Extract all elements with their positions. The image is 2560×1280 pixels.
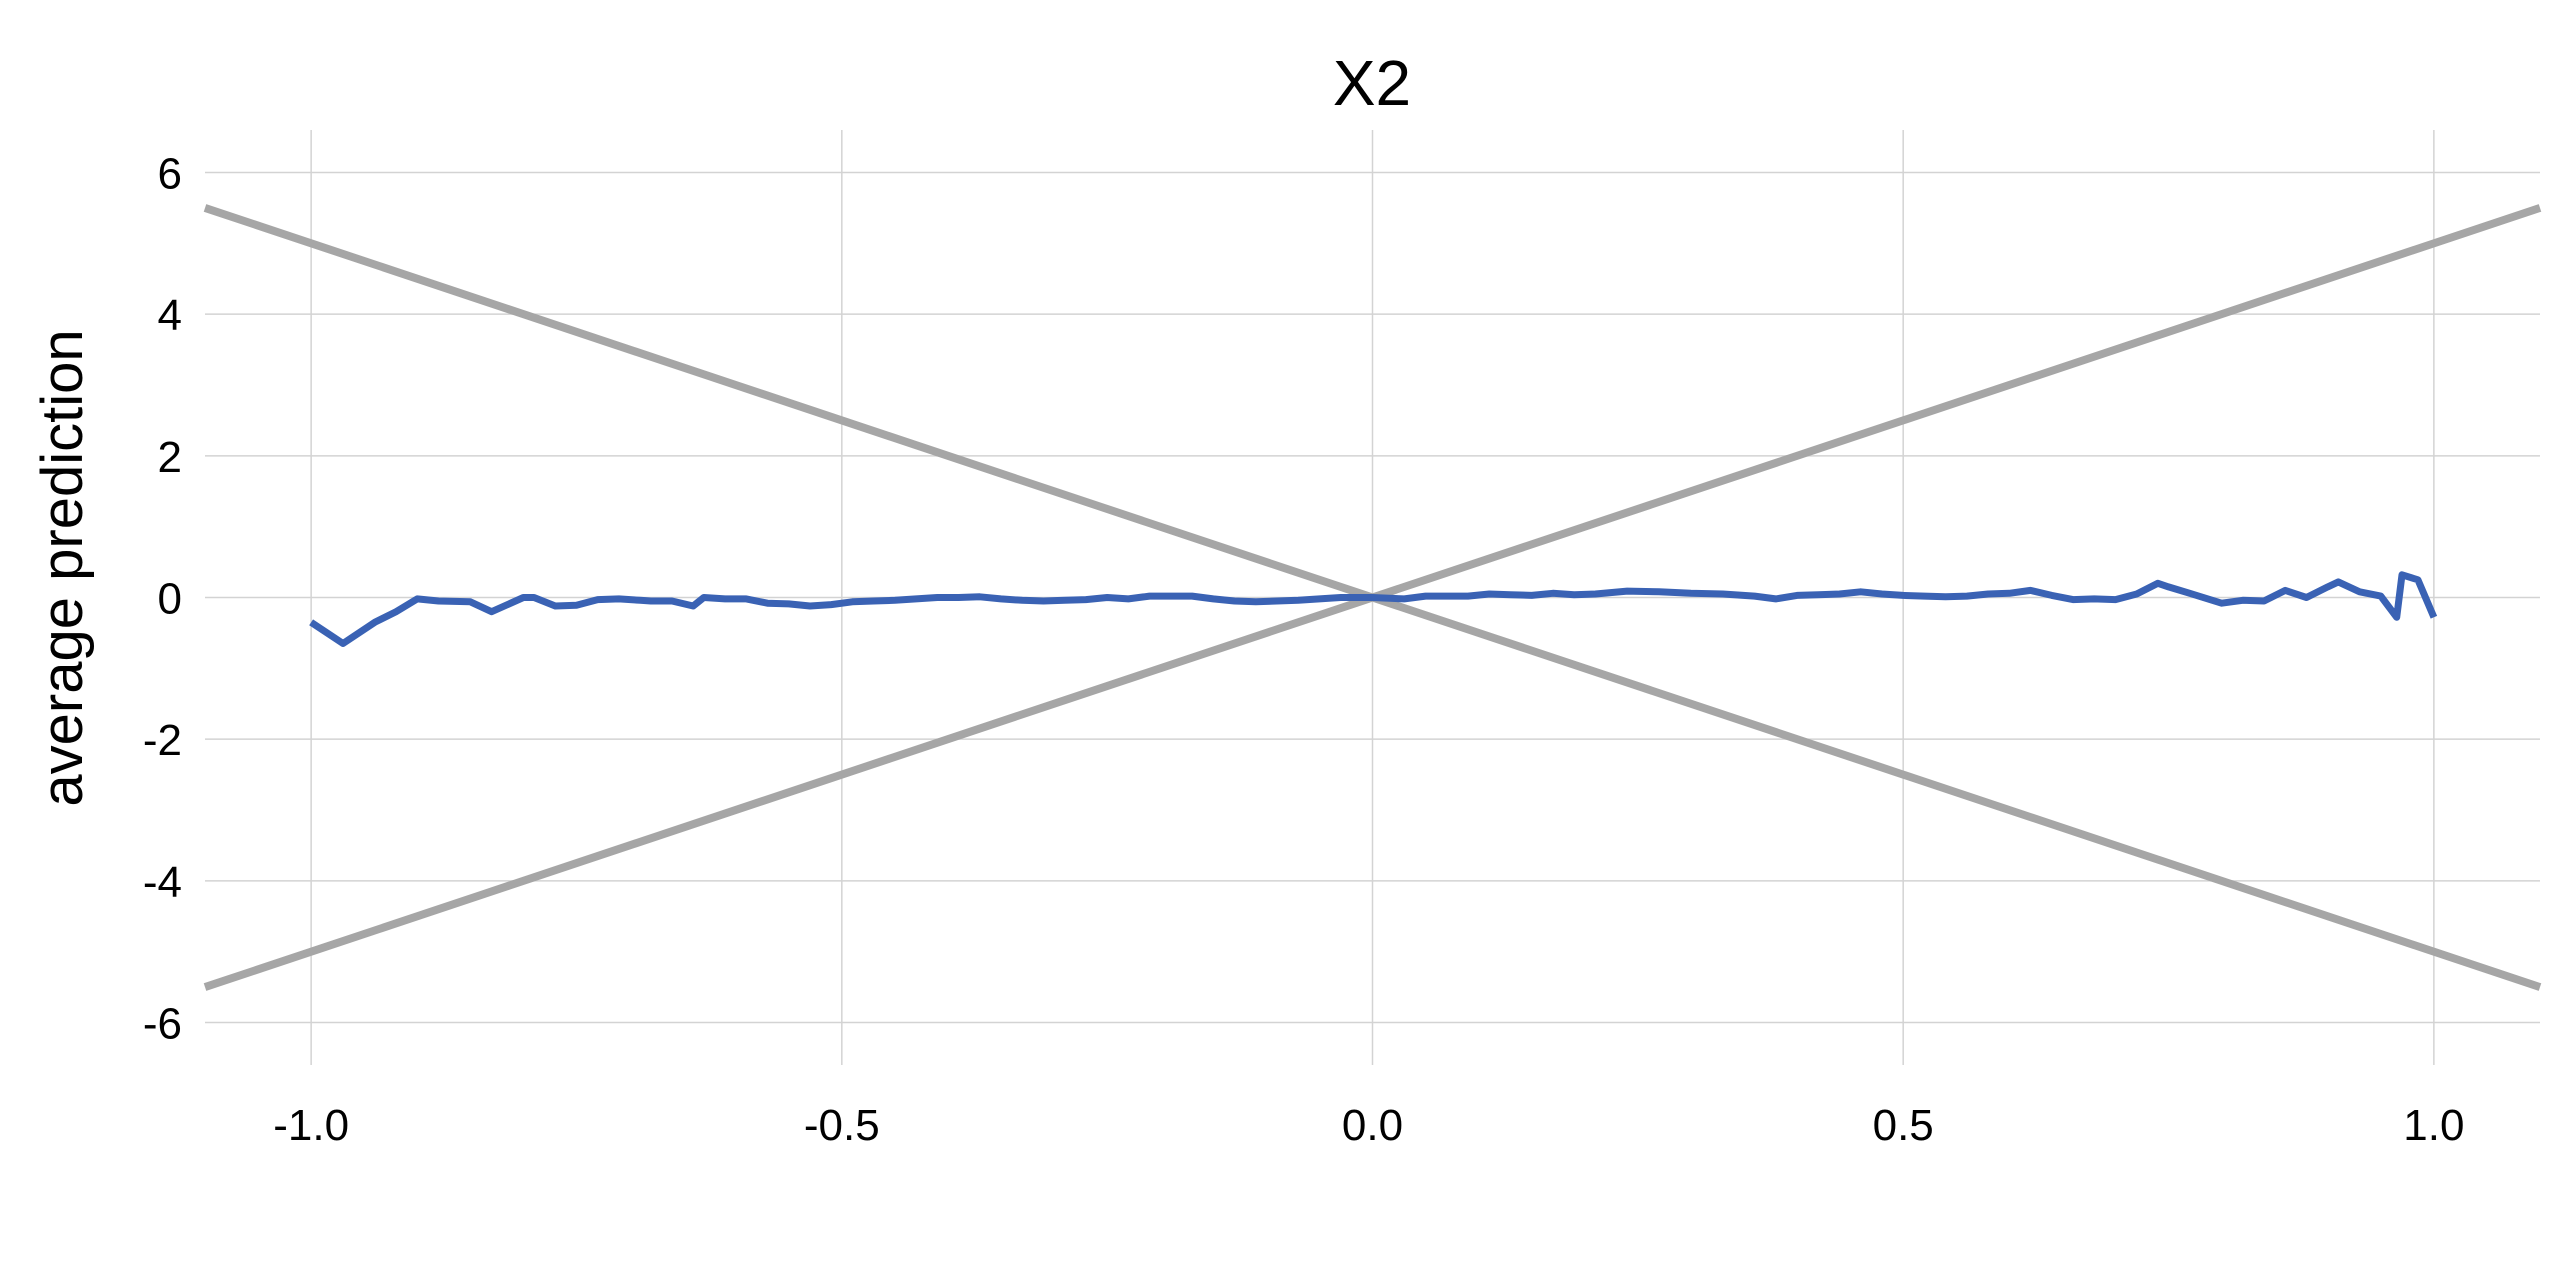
- y-tick-label: 4: [158, 291, 182, 340]
- series-line: [309, 571, 2438, 647]
- y-tick-label: -2: [143, 716, 182, 765]
- y-tick-labels: 6 4 2 0 -2 -4 -6: [143, 150, 182, 1049]
- x-tick-label: 0.5: [1873, 1101, 1934, 1150]
- x-tick-label: -0.5: [804, 1101, 880, 1150]
- x-tick-label: -1.0: [273, 1101, 349, 1150]
- y-axis-label: average prediction: [30, 329, 95, 806]
- x-tick-label: 0.0: [1342, 1101, 1403, 1150]
- y-tick-label: 6: [158, 150, 182, 199]
- x-tick-label: 1.0: [2403, 1101, 2464, 1150]
- series-lines: [309, 571, 2438, 647]
- y-tick-label: 0: [158, 575, 182, 624]
- y-tick-label: 2: [158, 433, 182, 482]
- chart-title: X2: [1333, 47, 1411, 119]
- x-tick-labels: -1.0 -0.5 0.0 0.5 1.0: [273, 1101, 2464, 1150]
- y-tick-label: -6: [143, 1000, 182, 1049]
- y-tick-label: -4: [143, 858, 182, 907]
